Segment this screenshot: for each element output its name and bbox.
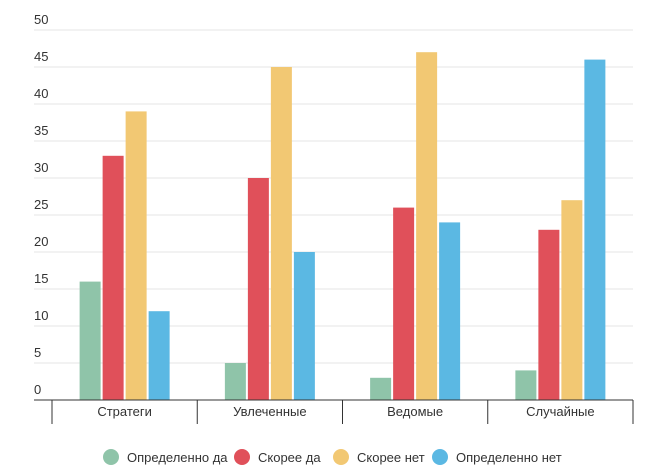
y-tick-label: 5 (34, 345, 41, 360)
legend-label: Скорее да (258, 450, 321, 465)
bar (102, 155, 124, 400)
legend-label: Скорее нет (357, 450, 425, 465)
y-tick-label: 30 (34, 160, 48, 175)
bar (148, 311, 170, 400)
bar (439, 222, 461, 400)
x-axis-category-labels: Стратеги Увлеченные Ведомые Случайные (97, 404, 594, 419)
y-tick-label: 15 (34, 271, 48, 286)
bars (79, 52, 606, 401)
bar (224, 363, 246, 400)
y-tick-label: 0 (34, 382, 41, 397)
legend-label: Определенно да (127, 450, 228, 465)
y-axis-tick-labels: 0 5 10 15 20 25 30 35 40 45 50 (34, 12, 48, 397)
legend-item[interactable]: Скорее нет (333, 449, 425, 465)
x-category-label: Ведомые (387, 404, 443, 419)
x-category-label: Увлеченные (233, 404, 306, 419)
bar (370, 377, 392, 400)
y-tick-label: 40 (34, 86, 48, 101)
bar (515, 370, 537, 400)
bar (293, 252, 315, 400)
legend-marker-icon (333, 449, 349, 465)
legend-label: Определенно нет (456, 450, 562, 465)
legend-item[interactable]: Скорее да (234, 449, 321, 465)
bar (270, 67, 292, 400)
y-tick-label: 10 (34, 308, 48, 323)
bar (584, 59, 606, 400)
y-tick-label: 25 (34, 197, 48, 212)
legend-item[interactable]: Определенно нет (432, 449, 562, 465)
y-tick-label: 20 (34, 234, 48, 249)
legend-marker-icon (234, 449, 250, 465)
bar (538, 229, 560, 400)
y-tick-label: 50 (34, 12, 48, 27)
bar (79, 281, 101, 400)
bar (416, 52, 438, 400)
x-category-label: Случайные (526, 404, 595, 419)
legend-item[interactable]: Определенно да (103, 449, 228, 465)
x-axis (34, 399, 634, 424)
y-tick-label: 45 (34, 49, 48, 64)
x-category-label: Стратеги (97, 404, 152, 419)
legend-marker-icon (103, 449, 119, 465)
legend[interactable]: Определенно да Скорее да Скорее нет Определ… (103, 449, 562, 465)
y-tick-label: 35 (34, 123, 48, 138)
bar (393, 207, 415, 400)
bar (125, 111, 147, 401)
legend-marker-icon (432, 449, 448, 465)
bar (561, 200, 583, 400)
bar (247, 178, 269, 400)
